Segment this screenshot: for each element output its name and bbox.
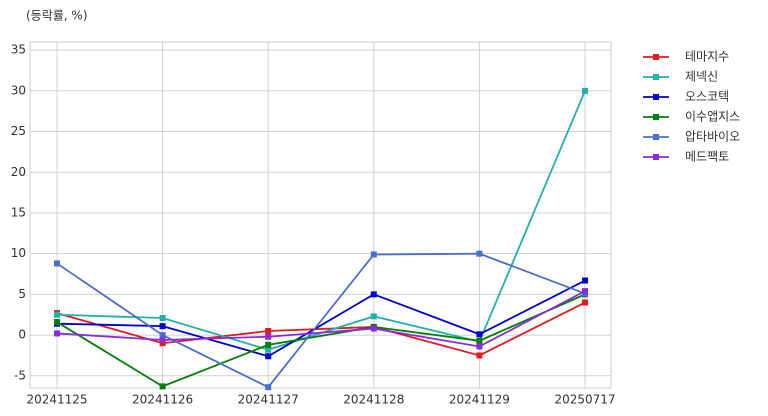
point xyxy=(582,299,588,306)
legend-label: 메드팩토 xyxy=(685,150,729,164)
x-tick-label: 20241128 xyxy=(343,393,404,407)
y-tick-label: 20 xyxy=(11,165,26,179)
point xyxy=(159,314,166,321)
point xyxy=(159,332,166,339)
legend-marker xyxy=(653,154,659,160)
point xyxy=(159,323,166,330)
point xyxy=(159,340,166,347)
point xyxy=(54,260,60,267)
series-line xyxy=(56,252,586,389)
point xyxy=(265,353,272,360)
x-tick-label: 20241129 xyxy=(449,393,510,407)
point xyxy=(582,87,588,94)
point xyxy=(265,333,272,340)
chart-title: (등락률, %) xyxy=(26,9,88,23)
point xyxy=(159,383,166,390)
y-tick-label: 30 xyxy=(11,83,26,97)
y-tick-label: -5 xyxy=(14,368,26,382)
point xyxy=(476,250,483,257)
y-tick-label: 35 xyxy=(11,43,26,57)
legend-label: 오스코텍 xyxy=(685,90,729,104)
x-tick-label: 20241127 xyxy=(238,393,299,407)
point xyxy=(265,328,272,335)
legend-marker xyxy=(653,134,659,140)
legend-marker xyxy=(653,74,659,80)
point xyxy=(54,311,60,318)
point xyxy=(370,291,377,298)
point xyxy=(476,337,483,344)
point xyxy=(54,319,60,326)
point xyxy=(370,313,377,320)
point xyxy=(582,277,588,284)
legend-label: 이수앱지스 xyxy=(685,110,740,124)
y-tick-label: 10 xyxy=(11,246,26,260)
point xyxy=(370,251,377,258)
y-tick-label: 5 xyxy=(18,287,26,301)
y-tick-label: 0 xyxy=(18,328,26,342)
legend-marker xyxy=(653,54,659,60)
x-tick-label: 20241126 xyxy=(132,393,193,407)
point xyxy=(582,288,588,295)
y-tick-label: 15 xyxy=(11,205,26,219)
legend-label: 제넥신 xyxy=(685,70,718,84)
point xyxy=(159,336,166,343)
plot-area xyxy=(29,41,612,389)
series-line xyxy=(56,279,586,358)
series-line xyxy=(56,293,586,388)
legend-label: 테마지수 xyxy=(685,50,729,64)
point xyxy=(54,330,60,337)
x-tick-label: 20250717 xyxy=(554,393,615,407)
point xyxy=(476,343,483,350)
point xyxy=(476,352,483,359)
legend-marker xyxy=(653,94,659,100)
legend-label: 압타바이오 xyxy=(685,130,740,144)
point xyxy=(265,384,272,391)
point xyxy=(265,346,272,353)
point xyxy=(370,325,377,332)
y-tick-label: 25 xyxy=(11,124,26,138)
point xyxy=(476,331,483,338)
series-line xyxy=(56,290,586,348)
point xyxy=(265,341,272,348)
legend-marker xyxy=(653,114,659,120)
x-tick-label: 20241125 xyxy=(26,393,87,407)
